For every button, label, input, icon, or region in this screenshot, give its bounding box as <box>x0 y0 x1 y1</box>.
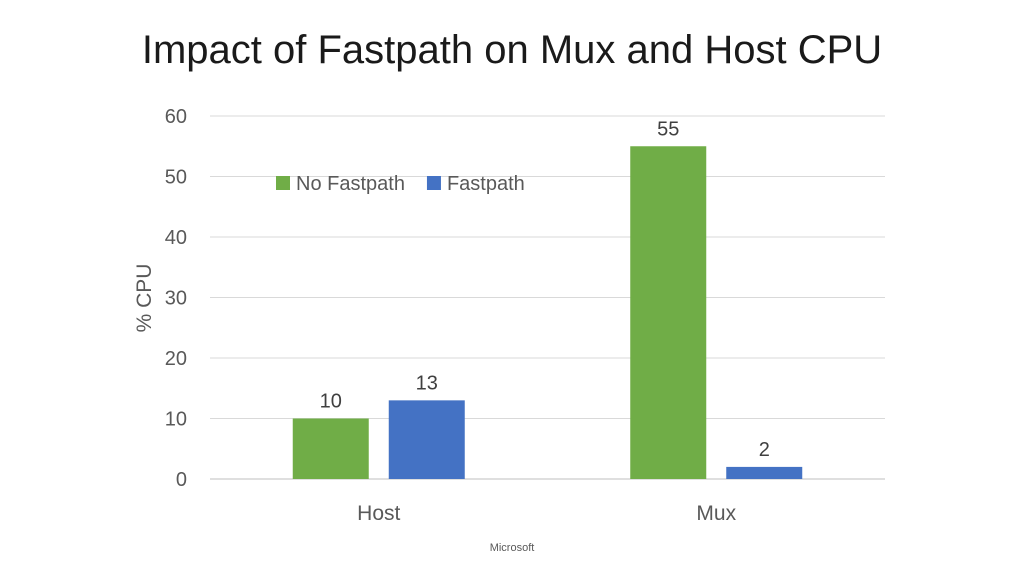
y-tick-label: 30 <box>165 288 187 310</box>
data-label: 10 <box>320 391 342 413</box>
footer-text: Microsoft <box>489 542 535 554</box>
data-label: 13 <box>416 372 438 394</box>
y-axis-label: % CPU <box>133 264 156 333</box>
x-axis: Host Mux <box>357 502 736 525</box>
slide-title: Impact of Fastpath on Mux and Host CPU <box>141 28 883 72</box>
bar-fastpath-host <box>388 400 465 479</box>
legend-swatch <box>276 176 290 190</box>
bars <box>292 146 803 479</box>
x-tick-label: Mux <box>696 502 736 525</box>
data-labels: 10 13 55 2 <box>320 118 770 461</box>
y-tick-label: 60 <box>165 106 187 128</box>
legend-entry: No Fastpath <box>296 173 405 195</box>
legend-entry: Fastpath <box>447 173 525 195</box>
y-tick-label: 50 <box>165 167 187 189</box>
y-tick-label: 40 <box>165 227 187 249</box>
data-label: 55 <box>657 118 679 140</box>
legend: No Fastpath Fastpath <box>276 173 525 195</box>
data-label: 2 <box>759 439 770 461</box>
legend-swatch <box>426 176 441 190</box>
bar-no-fastpath-mux <box>630 146 707 479</box>
y-tick-label: 20 <box>165 348 187 370</box>
bar-no-fastpath-host <box>292 418 369 479</box>
x-tick-label: Host <box>357 502 400 525</box>
bar-fastpath-mux <box>726 466 803 479</box>
y-tick-label: 10 <box>165 409 187 431</box>
y-tick-label: 0 <box>176 469 187 491</box>
y-axis: 0 10 20 30 40 50 60 <box>165 106 187 491</box>
